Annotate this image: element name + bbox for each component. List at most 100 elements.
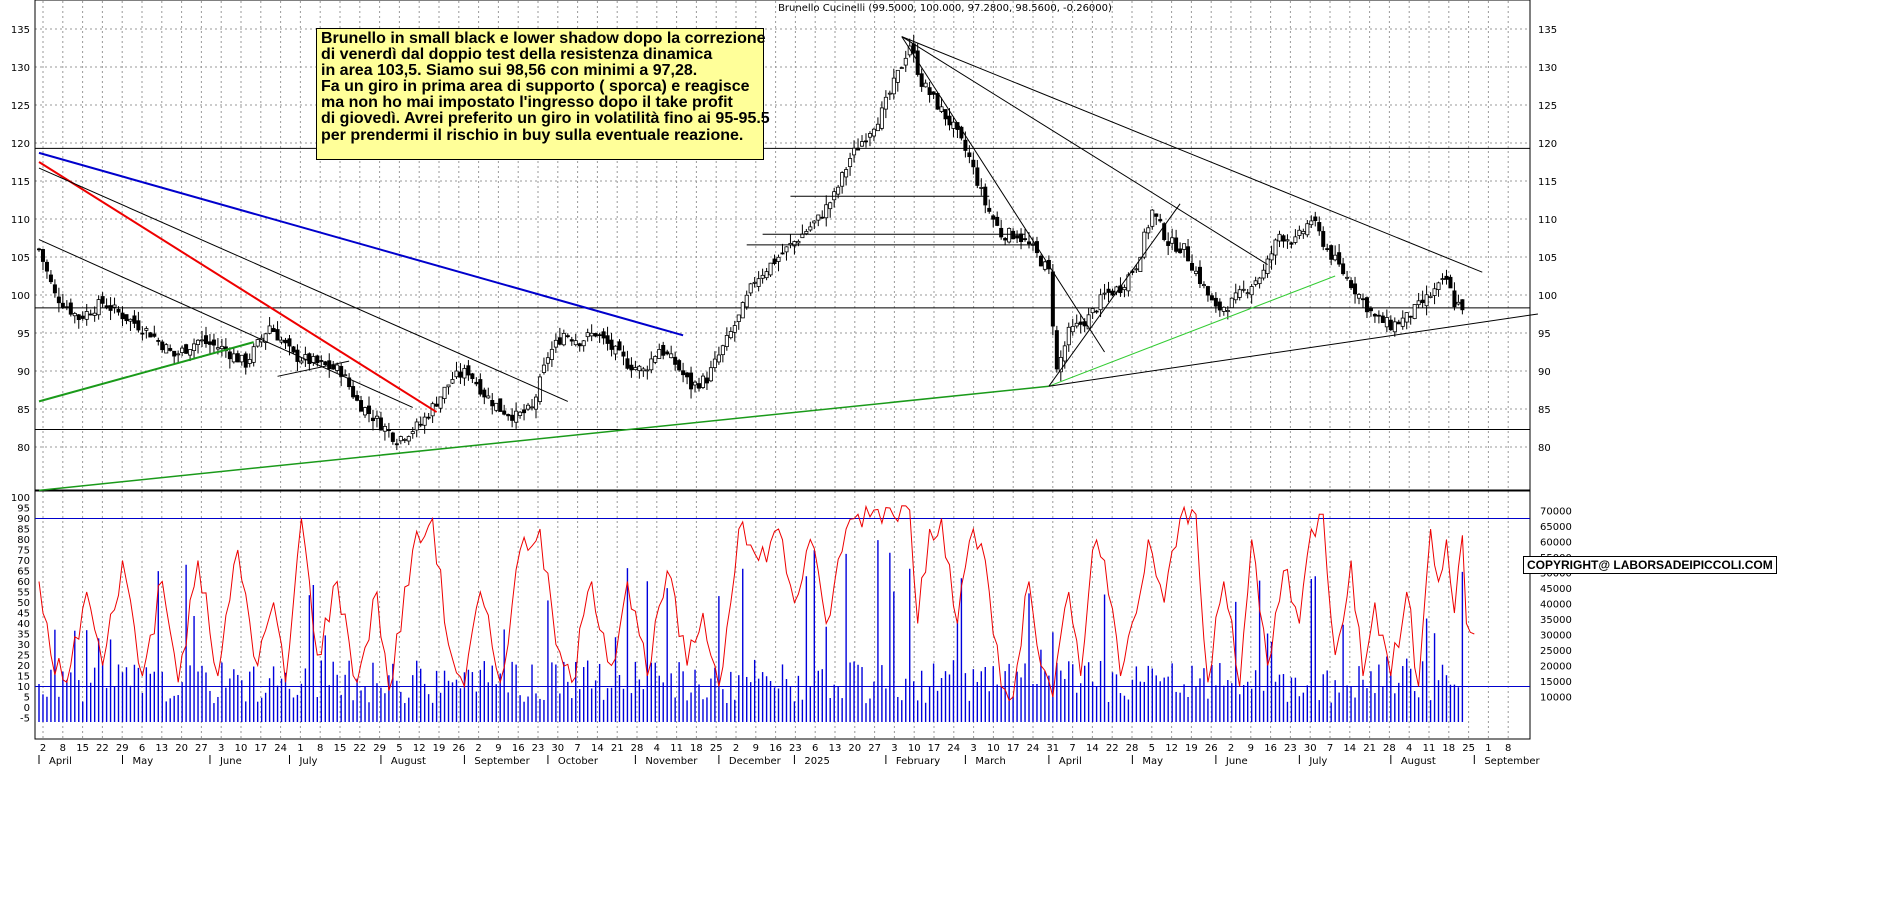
candle-body [1182,243,1187,250]
month-label: April [1059,756,1082,767]
candle-body [462,368,467,379]
note-line: in area 103,5. Siamo sui 98,56 con minim… [321,62,698,80]
x-tick-label: 23 [789,743,802,754]
x-tick-label: 10 [235,743,248,754]
candle-body [1229,297,1234,309]
candle-body [768,262,773,276]
candle-body [919,73,924,87]
candle-body [1297,229,1302,236]
candle-body [1058,356,1063,373]
candle-body [700,375,705,388]
x-tick-label: 13 [829,743,842,754]
candle-body [1102,292,1107,295]
candle-body [514,410,519,423]
candle-body [1285,239,1290,242]
candle-body [828,202,833,210]
x-tick-label: 2 [733,743,739,754]
candle-body [1400,317,1405,327]
candle-body [1190,262,1195,271]
trendline [38,161,438,413]
candle-body [637,365,642,372]
month-label: July [298,756,317,767]
candle-body [685,372,690,378]
x-tick-label: 14 [591,743,604,754]
candle-body [1241,288,1246,291]
osc-tick-label: 100 [11,493,30,504]
x-tick-label: 14 [1086,743,1099,754]
candle-body [271,328,276,333]
candle-body [219,345,224,350]
copyright-label: COPYRIGHT@ LABORSADEIPICCOLI.COM [1523,556,1777,574]
osc-tick-label: 95 [17,504,30,515]
candle-body [665,351,670,355]
candle-body [363,407,368,416]
x-tick-label: 26 [1205,743,1218,754]
x-tick-label: 9 [753,743,759,754]
x-tick-label: 29 [373,743,386,754]
candle-body [752,281,757,284]
candle-body [136,320,141,331]
candle-body [359,400,364,412]
candle-body [231,353,236,363]
candle-body [343,374,348,377]
x-tick-label: 4 [654,743,660,754]
candle-body [697,383,702,389]
candle-body [1110,290,1115,296]
candle-body [549,348,554,360]
candle-body [541,364,546,373]
x-tick-label: 7 [1327,743,1333,754]
candle-body [1317,222,1322,232]
x-tick-label: 23 [532,743,545,754]
candle-body [378,417,383,431]
candle-body [1380,315,1385,323]
osc-tick-label: 55 [17,588,30,599]
month-label: May [1142,756,1163,767]
candle-body [502,410,507,415]
candle-body [1420,299,1425,304]
x-tick-label: 8 [60,743,66,754]
candle-body [848,158,853,168]
note-line: per prendermi il rischio in buy sulla ev… [321,126,744,144]
note-line: Brunello in small black e lower shadow d… [321,30,766,47]
candle-body [96,299,101,316]
price-pane-frame [34,0,1531,491]
y-tick-label-left: 130 [11,63,30,74]
candle-body [526,404,531,410]
candle-body [991,215,996,220]
candle-body [203,335,208,345]
candle-body [724,335,729,347]
candle-body [1301,231,1306,235]
candle-body [732,325,737,333]
candle-body [565,335,570,338]
x-tick-label: 24 [274,743,287,754]
axis-labels: 2 8 15 22 29 6 13 20 27 3 10 17 24 1 8 15 22 29 5 12 19 26 2 9 1… [11,25,1572,767]
candle-body [1142,231,1147,258]
candle-body [1146,227,1151,234]
candle-body [1392,321,1397,333]
y-tick-label-right: 90 [1538,367,1551,378]
candle-body [621,351,626,357]
volume-tick-label: 60000 [1540,538,1572,549]
candle-body [875,123,880,132]
candle-body [673,356,678,365]
candle-body [100,296,105,304]
candle-body [1237,289,1242,298]
volume-tick-label: 25000 [1540,646,1572,657]
candle-body [283,339,288,344]
candle-body [40,249,45,262]
candle-body [899,67,904,69]
candle-body [48,274,53,283]
candle-body [625,358,630,369]
candle-body [1042,261,1047,270]
candle-body [422,416,427,426]
y-tick-label-left: 135 [11,25,30,36]
y-tick-label-left: 115 [11,177,30,188]
candle-body [879,107,884,129]
osc-tick-label: 90 [17,514,30,525]
volume-tick-label: 45000 [1540,584,1572,595]
candle-body [458,371,463,378]
candle-body [267,325,272,334]
candle-body [951,121,956,129]
candle-body [211,339,216,346]
candle-body [279,339,284,343]
